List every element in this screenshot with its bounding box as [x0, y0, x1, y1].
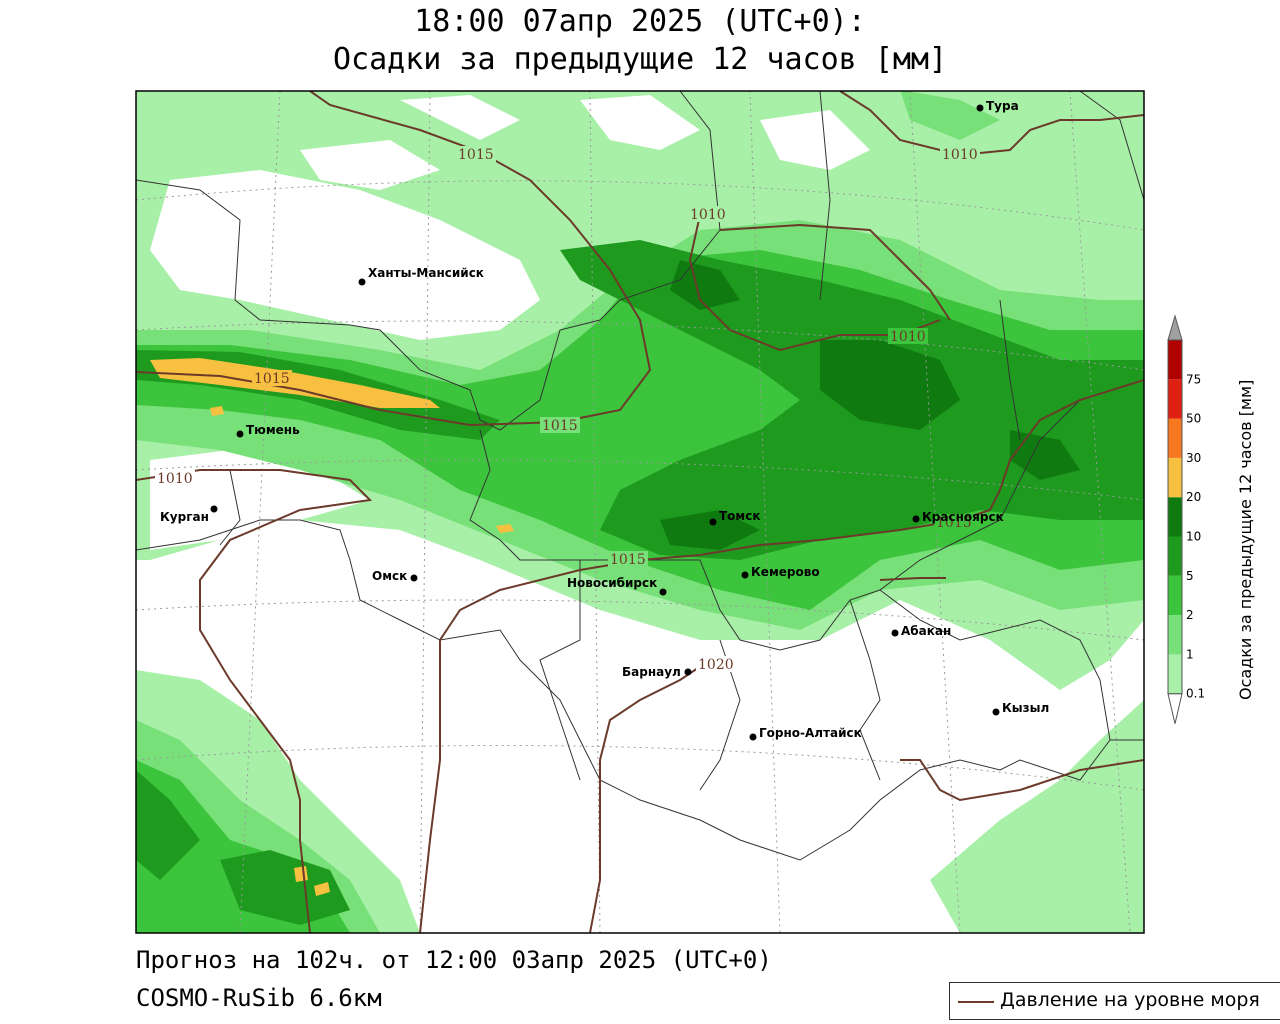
city-label-khanty-mansiysk: Ханты-Мансийск	[368, 266, 484, 280]
isobar-label: 1015	[458, 147, 494, 163]
city-label-tyumen: Тюмень	[246, 423, 300, 437]
isobar-label: 1015	[610, 552, 646, 568]
isobar-labels: 1015 1010 1010 1010 1015 1015 1010 1015 …	[155, 146, 980, 673]
colorbar-block	[1168, 497, 1182, 537]
city-label-omsk: Омск	[372, 569, 407, 583]
isobar-label: 1015	[936, 515, 972, 531]
colorbar-min-triangle	[1167, 693, 1183, 724]
isobar-legend-line	[958, 1001, 994, 1003]
colorbar-block	[1168, 457, 1182, 498]
colorbar-block	[1168, 615, 1182, 655]
city-label-kurgan: Курган	[160, 510, 209, 524]
colorbar-tick-label: 2	[1186, 608, 1194, 622]
isobar-label: 1010	[890, 329, 926, 345]
forecast-info: Прогноз на 102ч. от 12:00 03апр 2025 (UT…	[136, 946, 772, 974]
city-label-abakan: Абакан	[901, 624, 951, 638]
colorbar-block	[1168, 379, 1182, 419]
colorbar-max-triangle	[1167, 314, 1183, 341]
colorbar-block	[1168, 575, 1182, 616]
model-info: COSMO-RuSib 6.6км	[136, 984, 382, 1012]
colorbar-tick-label: 50	[1186, 412, 1201, 426]
colorbar-title: Осадки за предыдущие 12 часов [мм]	[1236, 380, 1255, 700]
colorbar-tick-label: 0.1	[1186, 687, 1205, 701]
map-title-time: 18:00 07апр 2025 (UTC+0):	[414, 4, 866, 39]
colorbar-tick-label: 1	[1186, 647, 1194, 661]
city-label-novosibirsk: Новосибирск	[567, 576, 657, 590]
isobar-label: 1010	[157, 471, 193, 487]
colorbar-block	[1168, 536, 1182, 576]
isobar-label: 1015	[254, 371, 290, 387]
colorbar-block	[1168, 418, 1182, 458]
city-markers: Тура Ханты-Мансийск Тюмень Курган Омск Т…	[160, 99, 1049, 741]
colorbar-tick-label: 75	[1186, 372, 1201, 386]
isobar-label: 1015	[542, 418, 578, 434]
precip-colorbar: 0.1 1 2 5 10 20 30 50 75 Осадки за предыдущие 12…	[1167, 314, 1255, 724]
colorbar-tick-label: 10	[1186, 530, 1201, 544]
colorbar-block	[1168, 654, 1182, 694]
colorbar-tick-label: 20	[1186, 490, 1201, 504]
colorbar-tick-label: 5	[1186, 569, 1194, 583]
isobar-legend: Давление на уровне моря	[949, 982, 1280, 1020]
isobar-label: 1020	[698, 657, 734, 673]
city-label-tomsk: Томск	[719, 509, 761, 523]
city-label-krasnoyarsk: Красноярск	[922, 510, 1004, 524]
city-label-barnaul: Барнаул	[622, 665, 681, 679]
city-label-kemerovo: Кемерово	[751, 565, 820, 579]
city-label-gorno-altaysk: Горно-Алтайск	[759, 726, 862, 740]
colorbar-block	[1168, 340, 1182, 380]
isobar-label: 1010	[690, 207, 726, 223]
map-frame	[135, 90, 1145, 934]
isobar-lines	[136, 91, 1144, 933]
colorbar-tick-label: 30	[1186, 451, 1201, 465]
map-title-variable: Осадки за предыдущие 12 часов [мм]	[332, 42, 948, 77]
city-label-kyzyl: Кызыл	[1002, 701, 1049, 715]
isobar-label: 1010	[942, 147, 978, 163]
city-label-tura: Тура	[986, 99, 1019, 113]
isobar-legend-label: Давление на уровне моря	[1000, 989, 1260, 1011]
precip-fields	[136, 91, 1144, 933]
